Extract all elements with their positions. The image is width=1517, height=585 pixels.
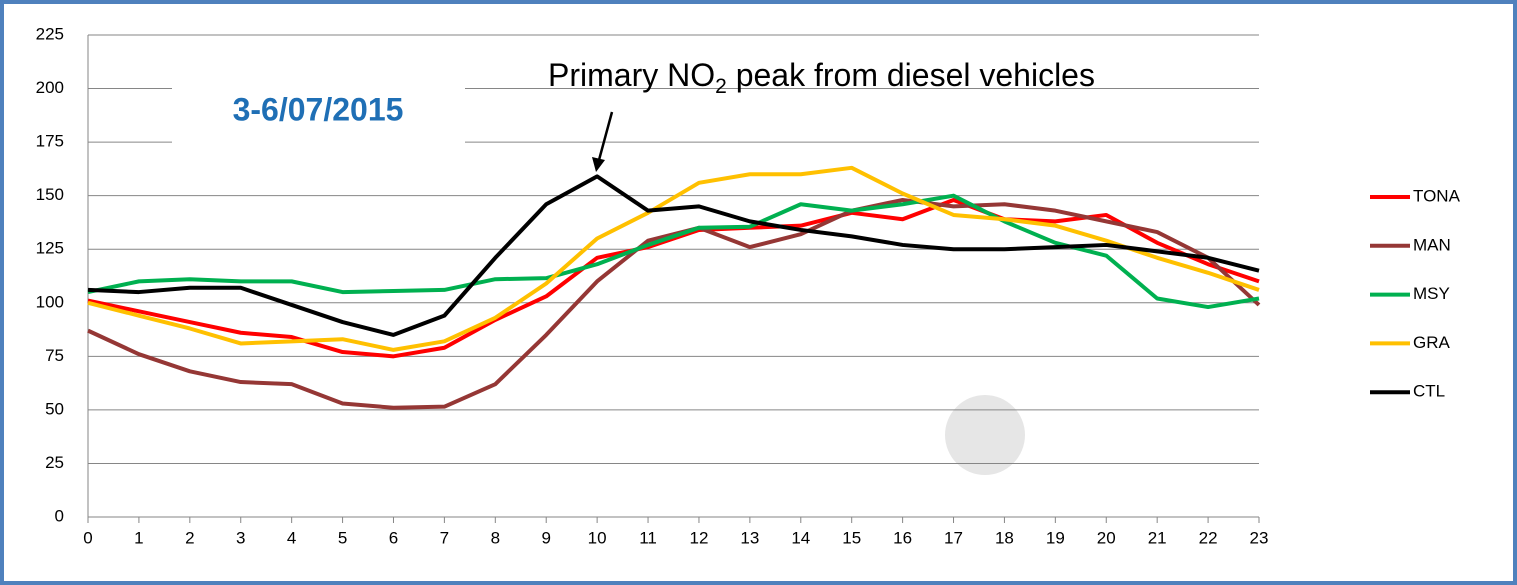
- x-tick-label: 21: [1148, 528, 1167, 547]
- x-tick-label: 22: [1199, 528, 1218, 547]
- x-tick-label: 9: [541, 528, 550, 547]
- y-tick-label: 200: [36, 78, 64, 97]
- y-tick-label: 225: [36, 24, 64, 43]
- legend-label: MSY: [1413, 284, 1450, 303]
- x-tick-label: 0: [83, 528, 92, 547]
- legend-label: GRA: [1413, 333, 1451, 352]
- series-line: [87, 165, 1260, 352]
- y-tick-label: 175: [36, 132, 64, 151]
- x-tick-label: 8: [491, 528, 500, 547]
- x-tick-label: 14: [791, 528, 810, 547]
- x-tick-label: 19: [1046, 528, 1065, 547]
- x-tick-label: 15: [842, 528, 861, 547]
- x-tick-label: 3: [236, 528, 245, 547]
- date-label: 3-6/07/2015: [233, 91, 404, 127]
- annotation-subscript: 2: [715, 75, 727, 98]
- y-tick-label: 0: [55, 506, 64, 525]
- annotation: Primary NO2 peak from diesel vehicles: [548, 57, 1095, 97]
- series-line: [87, 197, 1260, 359]
- x-tick-label: 13: [740, 528, 759, 547]
- arrow-shaft: [597, 111, 614, 161]
- y-tick-label: 75: [45, 346, 64, 365]
- x-tick-label: 16: [893, 528, 912, 547]
- legend-label: TONA: [1413, 186, 1461, 205]
- x-tick-label: 10: [588, 528, 607, 547]
- x-tick-label: 12: [689, 528, 708, 547]
- x-tick-label: 23: [1250, 528, 1269, 547]
- y-tick-label: 25: [45, 453, 64, 472]
- x-tick-label: 17: [944, 528, 963, 547]
- x-tick-label: 1: [134, 528, 143, 547]
- y-tick-label: 100: [36, 292, 64, 311]
- y-tick-label: 150: [36, 185, 64, 204]
- x-tick-label: 6: [389, 528, 398, 547]
- x-tick-label: 20: [1097, 528, 1116, 547]
- legend-label: CTL: [1413, 382, 1445, 401]
- legend-label: MAN: [1413, 235, 1451, 254]
- annotation-part: Primary NO: [548, 57, 715, 93]
- arrow-head: [592, 157, 605, 172]
- y-tick-label: 125: [36, 239, 64, 258]
- x-tick-label: 2: [185, 528, 194, 547]
- x-tick-label: 4: [287, 528, 296, 547]
- watermark: [945, 395, 1025, 475]
- x-tick-label: 18: [995, 528, 1014, 547]
- date-box: [172, 70, 465, 152]
- x-tick-label: 5: [338, 528, 347, 547]
- series-line: [87, 197, 1261, 410]
- x-tick-label: 7: [440, 528, 449, 547]
- x-tick-label: 11: [639, 528, 657, 547]
- y-tick-label: 50: [45, 399, 64, 418]
- series-line: [87, 174, 1260, 337]
- annotation-part: peak from diesel vehicles: [727, 57, 1095, 93]
